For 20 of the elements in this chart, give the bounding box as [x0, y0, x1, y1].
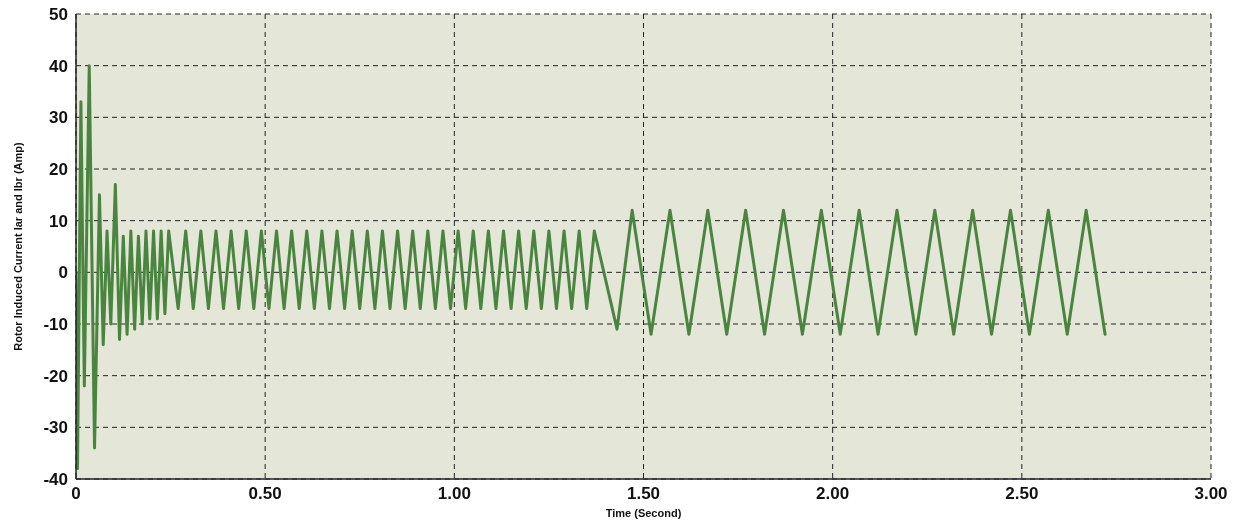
- x-tick-label: 0: [71, 484, 81, 504]
- y-tick-label: 30: [49, 108, 68, 128]
- x-tick-label: 1.00: [437, 484, 471, 504]
- y-tick-label: -10: [43, 315, 68, 335]
- y-tick-label: -20: [43, 366, 68, 386]
- y-axis-title: Rotor Induced Current Iar and Ibr (Amp): [11, 141, 24, 351]
- x-tick-label: 0.50: [248, 484, 282, 504]
- y-tick-label: -30: [43, 418, 68, 438]
- x-tick-label: 2.50: [1005, 484, 1039, 504]
- x-tick-label: 2.00: [816, 484, 850, 504]
- y-tick-label: -40: [43, 470, 68, 490]
- y-tick-label: 0: [58, 263, 68, 283]
- y-tick-label: 10: [49, 211, 68, 231]
- y-tick-label: 20: [49, 160, 68, 180]
- y-tick-label: 50: [49, 5, 68, 25]
- y-tick-label: 40: [49, 56, 68, 76]
- x-tick-label: 1.50: [626, 484, 661, 504]
- x-axis-title: Time (Second): [605, 507, 682, 519]
- x-tick-label: 3.00: [1194, 484, 1228, 504]
- line-series: [76, 64, 1107, 471]
